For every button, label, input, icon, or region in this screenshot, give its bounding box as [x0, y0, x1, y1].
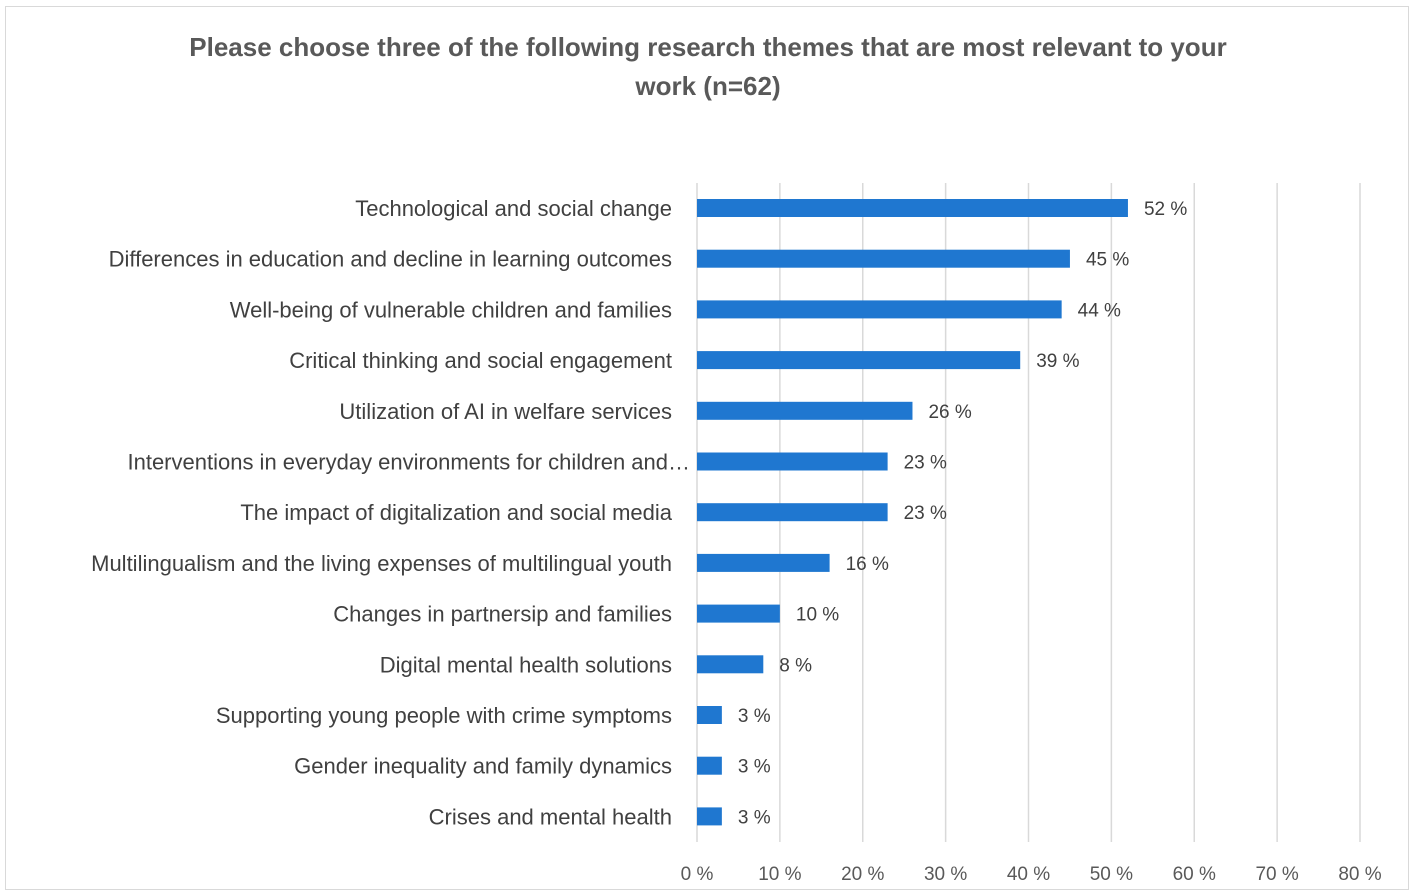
- bar-11: [697, 756, 722, 775]
- category-label-12: Crises and mental health: [429, 804, 672, 829]
- chart-title-line-1: Please choose three of the following res…: [189, 32, 1227, 62]
- category-label-4: Utilization of AI in welfare services: [339, 399, 672, 424]
- bar-10: [697, 706, 722, 724]
- bar-5: [697, 452, 888, 471]
- data-label-5: 23 %: [904, 453, 947, 474]
- category-labels: Technological and social change Differenc…: [91, 196, 690, 829]
- data-label-7: 16 %: [846, 554, 889, 575]
- category-label-7: Multilingualism and the living expenses …: [91, 551, 672, 576]
- x-tick-label-80: 80 %: [1338, 864, 1381, 885]
- data-label-6: 23 %: [904, 503, 947, 524]
- bar-3: [697, 351, 1021, 370]
- category-label-1: Differences in education and decline in …: [109, 247, 672, 272]
- category-label-11: Gender inequality and family dynamics: [294, 754, 672, 779]
- data-label-0: 52 %: [1144, 199, 1187, 220]
- x-tick-label-10: 10 %: [758, 864, 801, 885]
- chart-frame: [5, 6, 1409, 890]
- data-label-12: 3 %: [738, 807, 771, 828]
- x-tick-label-50: 50 %: [1090, 864, 1133, 885]
- data-label-9: 8 %: [779, 655, 812, 676]
- x-tick-label-20: 20 %: [841, 864, 884, 885]
- data-label-8: 10 %: [796, 605, 839, 626]
- x-tick-label-30: 30 %: [924, 864, 967, 885]
- bar-1: [697, 249, 1070, 268]
- bar-9: [697, 655, 764, 674]
- bar-0: [697, 199, 1128, 217]
- category-label-5: Interventions in everyday environments f…: [127, 450, 690, 475]
- data-label-4: 26 %: [928, 402, 971, 423]
- data-label-11: 3 %: [738, 757, 771, 778]
- x-tick-label-60: 60 %: [1173, 864, 1216, 885]
- bar-12: [697, 807, 722, 826]
- bar-7: [697, 553, 830, 572]
- x-tick-label-40: 40 %: [1007, 864, 1050, 885]
- chart-title-line-2: work (n=62): [635, 71, 781, 101]
- category-label-0: Technological and social change: [355, 196, 672, 221]
- chart-title: Please choose three of the following res…: [0, 28, 1416, 106]
- category-label-10: Supporting young people with crime sympt…: [216, 703, 672, 728]
- x-tick-label-70: 70 %: [1255, 864, 1298, 885]
- category-label-6: The impact of digitalization and social …: [240, 500, 672, 525]
- data-label-2: 44 %: [1078, 300, 1121, 321]
- category-label-9: Digital mental health solutions: [380, 652, 672, 677]
- data-label-1: 45 %: [1086, 250, 1129, 271]
- category-label-3: Critical thinking and social engagement: [289, 348, 672, 373]
- bar-4: [697, 401, 913, 420]
- category-label-8: Changes in partnersip and families: [333, 602, 672, 627]
- x-axis-tick-labels: 0 % 10 % 20 % 30 % 40 % 50 % 60 % 70 % 80 %: [681, 864, 1382, 885]
- bar-2: [697, 300, 1062, 319]
- bar-8: [697, 604, 780, 623]
- x-tick-label-0: 0 %: [681, 864, 714, 885]
- bars: [697, 199, 1128, 826]
- data-label-3: 39 %: [1036, 351, 1079, 372]
- data-labels: 52 % 45 % 44 % 39 % 26 % 23 % 23 % 16 % 10 % 8 % 3…: [738, 199, 1188, 828]
- bar-6: [697, 503, 888, 522]
- data-label-10: 3 %: [738, 706, 771, 727]
- category-label-2: Well-being of vulnerable children and fa…: [230, 297, 672, 322]
